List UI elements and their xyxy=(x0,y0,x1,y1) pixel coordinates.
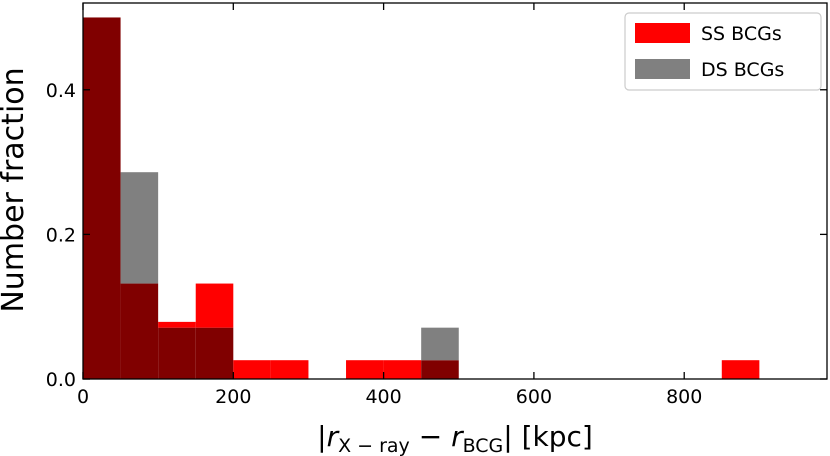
x-tick-label-800: 800 xyxy=(666,386,702,408)
bar-overlap-50 xyxy=(120,283,159,379)
bar-overlap-150 xyxy=(195,327,234,379)
bar-ss-250 xyxy=(270,360,309,379)
bar-ds-450 xyxy=(421,327,459,361)
bar-ss-200 xyxy=(233,360,271,379)
x-label-sub2: BCG xyxy=(463,435,504,456)
bar-ss-150 xyxy=(195,283,234,328)
x-label-suffix: | [kpc] xyxy=(503,420,593,453)
x-tick-label-0: 0 xyxy=(77,386,89,408)
x-label-prefix: | xyxy=(317,420,326,453)
y-tick-label-0.4: 0.4 xyxy=(46,80,76,102)
plot-frame xyxy=(82,2,828,380)
legend-label-ds: DS BCGs xyxy=(701,59,784,81)
legend: SS BCGs DS BCGs xyxy=(624,12,822,91)
x-label-r1: r xyxy=(327,420,340,453)
bar-overlap-450 xyxy=(421,360,459,379)
y-tick-label-0: 0.0 xyxy=(46,369,76,391)
bar-overlap-0 xyxy=(83,17,121,379)
bar-overlap-100 xyxy=(158,327,196,379)
x-label-sub1: X − ray xyxy=(338,435,410,456)
x-label-minus: − xyxy=(410,420,451,453)
bar-ss-850 xyxy=(721,360,760,379)
x-label-r2: r xyxy=(451,420,464,453)
bar-ds-50 xyxy=(120,172,159,284)
x-axis-label: |rX − ray − rBCG| [kpc] xyxy=(317,420,593,456)
legend-swatch-ss xyxy=(635,23,690,43)
y-axis-label: Number fraction xyxy=(0,67,31,312)
x-tick-label-600: 600 xyxy=(516,386,552,408)
bar-ss-100 xyxy=(158,321,196,328)
y-tick-label-0.2: 0.2 xyxy=(46,224,76,246)
bar-ss-350 xyxy=(346,360,384,379)
x-tick-label-400: 400 xyxy=(365,386,401,408)
ticks-layer: 0 200 400 600 800 0.0 0.2 0.4 xyxy=(46,3,827,408)
legend-swatch-ds xyxy=(635,59,690,79)
legend-label-ss: SS BCGs xyxy=(701,23,782,45)
bars-layer xyxy=(83,17,760,379)
x-tick-label-200: 200 xyxy=(215,386,251,408)
bar-ss-400 xyxy=(383,360,422,379)
